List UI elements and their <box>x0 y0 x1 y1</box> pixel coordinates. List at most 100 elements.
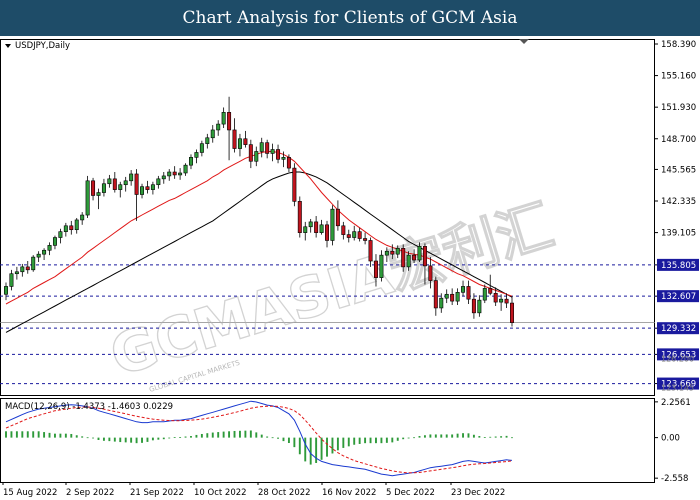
candle-body <box>25 266 30 271</box>
candle-body <box>450 293 455 302</box>
candle-body <box>4 286 8 295</box>
candle <box>357 227 362 242</box>
candle <box>243 130 248 148</box>
candle <box>58 228 63 244</box>
price-tick-label: 148.700 <box>661 135 696 145</box>
candle-body <box>276 149 281 160</box>
macd-histogram-bar <box>505 435 508 438</box>
candle <box>210 125 215 143</box>
macd-histogram-bar <box>385 437 388 443</box>
candle-body <box>232 129 237 149</box>
macd-panel: MACD(12,26,9) -1.4373 -1.4603 0.0229 2.25… <box>5 398 691 484</box>
candle-body <box>477 299 482 314</box>
candle <box>270 143 275 162</box>
macd-histogram-bar <box>249 430 252 438</box>
candle-body <box>183 164 188 174</box>
candle <box>477 295 482 317</box>
candle-body <box>210 129 215 139</box>
macd-histogram-bar <box>233 430 236 438</box>
macd-histogram-bar <box>462 433 464 438</box>
candle <box>14 266 19 280</box>
candle <box>265 139 270 159</box>
macd-histogram-bar <box>239 430 241 438</box>
candle <box>140 183 145 199</box>
candle-body <box>237 138 242 149</box>
macd-histogram-bar <box>511 437 513 439</box>
candle-body <box>352 231 357 238</box>
level-price-tag <box>657 348 699 361</box>
candle <box>254 146 259 167</box>
macd-histogram-bar <box>375 437 377 444</box>
date-tick-label: 15 Aug 2022 <box>3 488 57 498</box>
candle <box>172 166 177 179</box>
macd-histogram-bar <box>211 432 214 438</box>
level-price-tag <box>657 322 699 335</box>
candle-body <box>439 297 444 309</box>
candle-body <box>85 180 90 216</box>
candle <box>352 225 357 241</box>
moving-averages <box>5 151 513 333</box>
candle <box>319 219 324 235</box>
candle <box>161 172 166 184</box>
candle-body <box>499 298 504 303</box>
macd-histogram-bar <box>364 437 367 444</box>
price-tick-label-hidden: 123.145 <box>661 384 694 393</box>
macd-histogram-bar <box>108 437 111 442</box>
candle <box>63 222 68 237</box>
candle <box>422 243 427 285</box>
symbol-dropdown-icon <box>5 44 11 48</box>
macd-histogram-bar <box>217 432 220 438</box>
macd-histogram-bar <box>391 437 394 443</box>
candle <box>493 287 498 306</box>
candle <box>455 288 460 306</box>
candle-body <box>123 180 128 186</box>
macd-histogram-bar <box>32 431 35 438</box>
macd-histogram-bar <box>467 433 470 438</box>
candle-body <box>292 167 297 202</box>
macd-histogram-bar <box>331 437 334 454</box>
date-axis: 15 Aug 2022 2 Sep 2022 21 Sep 2022 10 Oct 2… <box>2 482 505 498</box>
candle-body <box>265 142 270 154</box>
candle <box>292 163 297 207</box>
date-tick-label: 2 Sep 2022 <box>66 488 114 498</box>
candle-body <box>363 238 368 241</box>
chart-frame <box>0 39 655 483</box>
date-tick-label: 23 Dec 2022 <box>451 488 505 498</box>
candle-body <box>281 157 286 160</box>
candle <box>227 96 232 161</box>
candle-body <box>395 247 400 255</box>
candle <box>286 154 291 173</box>
candle <box>156 175 161 189</box>
candle <box>134 169 139 221</box>
macd-histogram-bar <box>451 434 454 438</box>
macd-histogram-bar <box>124 437 127 443</box>
macd-histogram-bar <box>141 437 143 443</box>
macd-histogram-bar <box>173 437 176 438</box>
candle-body <box>107 178 112 185</box>
macd-histogram-bar <box>413 437 416 439</box>
macd-histogram-bar <box>347 437 350 447</box>
macd-histogram-bar <box>64 433 67 438</box>
candle <box>346 229 351 243</box>
candle-body <box>167 171 172 177</box>
candle <box>123 176 128 192</box>
macd-histogram-bar <box>119 437 122 443</box>
macd-histogram-bar <box>75 435 78 438</box>
macd-histogram-bar <box>102 437 105 441</box>
candle-body <box>118 184 123 190</box>
macd-histogram-bar <box>157 437 160 440</box>
candle <box>91 177 96 201</box>
candle <box>488 274 493 296</box>
macd-histogram-bar <box>70 433 73 438</box>
macd-histogram-bar <box>456 433 459 438</box>
candle-body <box>259 142 264 152</box>
candle-body <box>493 292 498 303</box>
macd-tick-label: 0.00 <box>661 434 680 444</box>
macd-histogram-bar <box>293 437 296 448</box>
candle-body <box>303 226 308 233</box>
candle <box>237 133 242 157</box>
candle <box>363 232 368 245</box>
candle-body <box>20 266 25 273</box>
candle-body <box>466 286 471 300</box>
candle <box>145 180 150 194</box>
